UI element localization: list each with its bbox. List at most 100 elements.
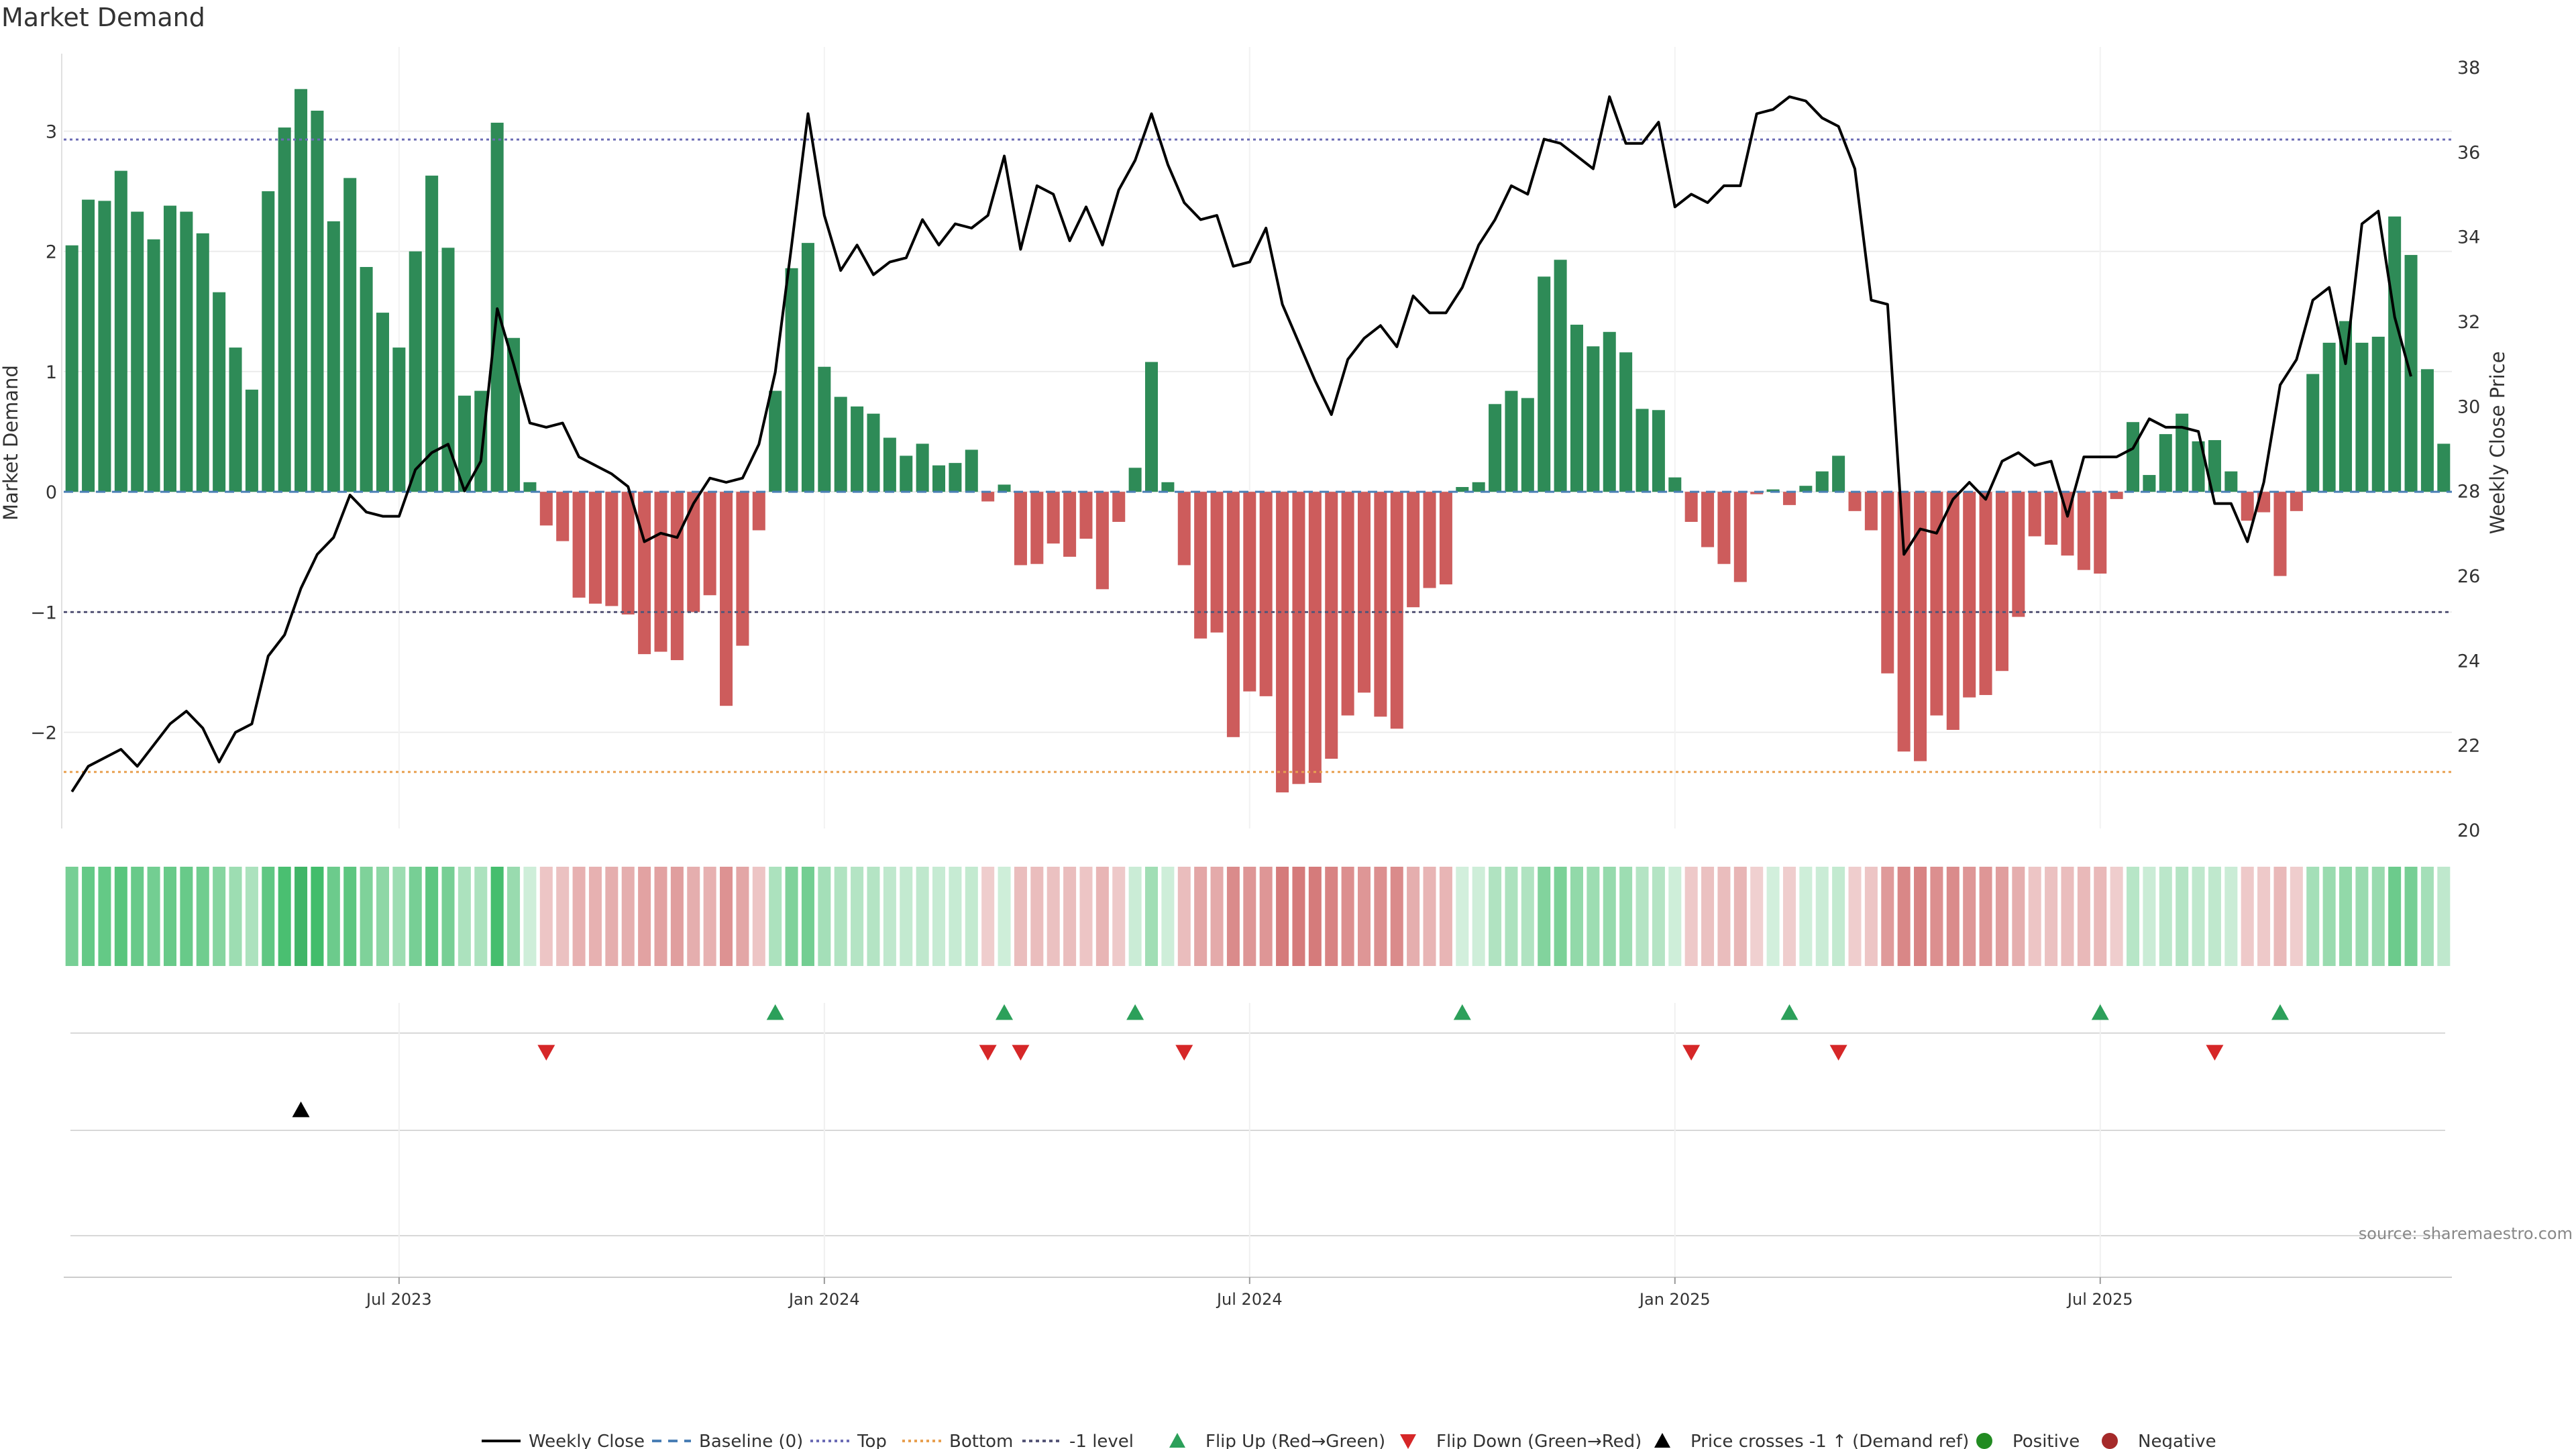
demand-bar: [1210, 492, 1224, 633]
heat-strip-cell: [1439, 867, 1452, 966]
demand-bar: [818, 366, 831, 492]
demand-bar: [2192, 441, 2205, 492]
demand-bar: [2045, 492, 2058, 545]
heat-strip-cell: [1930, 867, 1943, 966]
demand-bar: [2077, 492, 2090, 570]
heat-strip-cell: [1095, 867, 1109, 966]
heat-strip-cell: [932, 867, 946, 966]
heat-strip-cell: [213, 867, 226, 966]
heat-strip-cell: [588, 867, 602, 966]
demand-bar: [621, 492, 635, 614]
demand-bar: [1308, 492, 1322, 783]
heat-strip: [65, 867, 2451, 966]
demand-bar: [1357, 492, 1371, 693]
legend-swatch-flip-up: [1169, 1433, 1185, 1448]
demand-bar: [1489, 404, 1502, 492]
heat-strip-cell: [900, 867, 913, 966]
heat-strip-cell: [2355, 867, 2369, 966]
heat-strip-cell: [1243, 867, 1256, 966]
demand-bar: [2012, 492, 2025, 617]
heat-strip-cell: [1717, 867, 1731, 966]
heat-strip-cell: [539, 867, 553, 966]
heat-strip-cell: [2322, 867, 2336, 966]
flip-up-marker: [996, 1004, 1014, 1020]
demand-bar: [1390, 492, 1403, 729]
heat-strip-cell: [1079, 867, 1093, 966]
flip-down-marker: [1012, 1044, 1030, 1061]
legend-swatch-price-cross: [1654, 1433, 1670, 1448]
demand-bar: [1619, 352, 1633, 492]
heat-strip-cell: [2127, 867, 2140, 966]
heat-strip-cell: [2224, 867, 2238, 966]
demand-bar: [1864, 492, 1878, 531]
demand-bar: [343, 178, 357, 492]
demand-bar: [1472, 482, 1485, 492]
demand-bar: [1668, 477, 1682, 492]
demand-bar: [1112, 492, 1126, 522]
heat-strip-cell: [1325, 867, 1338, 966]
demand-bar: [1733, 492, 1747, 582]
heat-strip-cell: [1979, 867, 1992, 966]
demand-bar: [965, 449, 978, 492]
demand-bar: [1799, 486, 1813, 492]
demand-bar: [1423, 492, 1436, 588]
heat-strip-cell: [1407, 867, 1420, 966]
heat-strip-cell: [1276, 867, 1289, 966]
demand-bar: [114, 170, 127, 492]
y-left-tick-label: 1: [46, 362, 57, 383]
heat-strip-cell: [294, 867, 308, 966]
heat-strip-cell: [2028, 867, 2041, 966]
heat-strip-cell: [523, 867, 537, 966]
x-tick-label: Jul 2023: [365, 1290, 432, 1309]
legend-label: Top: [857, 1432, 887, 1449]
demand-bar: [1014, 492, 1027, 566]
heat-strip-cell: [654, 867, 667, 966]
heat-strip-cell: [2388, 867, 2402, 966]
heat-strip-cell: [2306, 867, 2320, 966]
demand-bar: [1079, 492, 1093, 539]
y-right-tick-label: 30: [2457, 396, 2480, 417]
demand-bar: [2339, 321, 2353, 492]
y-axis-left-label: Market Demand: [0, 365, 22, 521]
demand-bar: [2290, 492, 2303, 511]
y-axis-right-label: Weekly Close Price: [2486, 352, 2509, 535]
heat-strip-cell: [163, 867, 177, 966]
demand-bar: [392, 347, 406, 492]
legend-swatch-negative: [2102, 1433, 2118, 1449]
demand-bar: [1897, 492, 1911, 752]
demand-bar: [490, 122, 504, 492]
heat-strip-cell: [1701, 867, 1715, 966]
heat-strip-cell: [2159, 867, 2172, 966]
demand-bar: [441, 248, 455, 492]
demand-bar: [1684, 492, 1698, 522]
heat-strip-cell: [2208, 867, 2221, 966]
demand-bar: [1128, 468, 1142, 492]
demand-bar: [1554, 260, 1567, 492]
heat-strip-cell: [409, 867, 422, 966]
demand-bar: [769, 390, 782, 492]
heat-strip-cell: [2176, 867, 2189, 966]
demand-bar: [1603, 331, 1616, 492]
heat-strip-cell: [2061, 867, 2074, 966]
heat-strip-cell: [2404, 867, 2418, 966]
demand-bar: [981, 492, 995, 502]
heat-strip-cell: [1897, 867, 1911, 966]
heat-strip-cell: [360, 867, 373, 966]
heat-strip-cell: [1259, 867, 1273, 966]
demand-bar: [2127, 422, 2140, 492]
demand-bar: [949, 463, 962, 492]
heat-strip-cell: [965, 867, 978, 966]
y-right-tick-label: 20: [2457, 820, 2480, 841]
heat-strip-cell: [1341, 867, 1354, 966]
heat-strip-cell: [1750, 867, 1764, 966]
y-right-tick-label: 34: [2457, 227, 2480, 248]
x-axis: Jul 2023 Jan 2024 Jul 2024 Jan 2025 Jul 2025: [64, 1277, 2452, 1309]
demand-bar: [360, 266, 373, 492]
heat-strip-cell: [1423, 867, 1436, 966]
demand-bar: [1276, 492, 1289, 793]
demand-bar: [327, 221, 340, 492]
heat-strip-cell: [1357, 867, 1371, 966]
demand-bar: [998, 484, 1011, 492]
close-price-line-layer: [70, 95, 2412, 793]
